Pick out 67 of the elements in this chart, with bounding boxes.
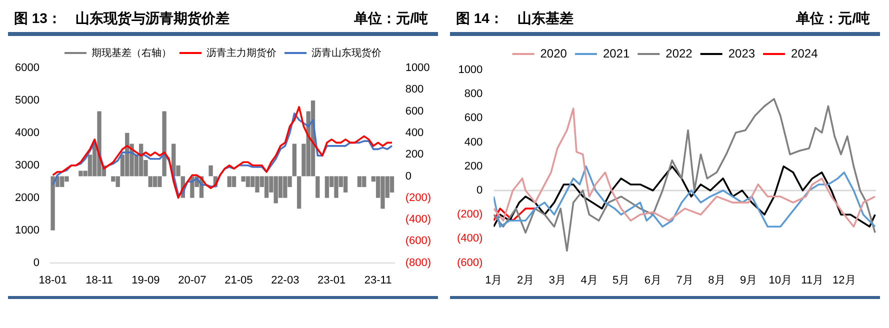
y-tick-label: 5000 (14, 94, 40, 106)
x-tick-label: 23-11 (364, 274, 392, 286)
y2-tick-label: 1000 (405, 62, 430, 74)
legend-label: 2024 (791, 46, 818, 60)
x-tick-label: 12月 (832, 274, 856, 286)
y2-tick-label: (600) (405, 235, 432, 248)
y2-tick-label: (200) (405, 192, 432, 204)
y-tick-label: 1000 (14, 224, 40, 236)
x-tick-label: 18-11 (86, 274, 113, 286)
bar (324, 176, 330, 198)
bar (316, 176, 320, 198)
y-tick-label: 4000 (14, 126, 40, 139)
x-tick-label: 18-01 (38, 274, 67, 286)
legend-label: 2021 (602, 46, 630, 60)
bar (343, 176, 348, 192)
chart-title: 图 13： 山东现货与沥青期货价差 (14, 10, 230, 28)
bar (292, 144, 297, 176)
text: 单位：元/吨 (354, 10, 428, 28)
y-tick-label: 400 (464, 136, 483, 148)
y2-tick-label: 800 (405, 84, 424, 96)
y-tick-label: 800 (464, 88, 483, 100)
bar (357, 176, 362, 188)
bar (162, 111, 166, 176)
x-tick-label: 21-05 (224, 274, 253, 286)
bar (232, 176, 236, 188)
y-tick-label: 0 (33, 256, 40, 269)
x-tick-label: 7月 (676, 274, 694, 286)
y2-tick-label: 400 (405, 126, 424, 139)
x-tick-label: 6月 (644, 274, 662, 286)
x-tick-label: 10月 (768, 274, 792, 286)
y-tick-label: 3000 (14, 159, 40, 172)
y-tick-label: 600 (464, 112, 483, 124)
y2-tick-label: 600 (405, 105, 424, 118)
legend-label: 沥青主力期货价 (206, 46, 276, 59)
y-tick-label: 2000 (14, 192, 40, 204)
legend-label: 2020 (540, 46, 568, 60)
x-tick-label: 1月 (485, 274, 502, 286)
y-tick-label: (200) (456, 208, 483, 221)
y2-tick-label: (400) (405, 214, 432, 226)
y2-tick-label: 200 (405, 148, 424, 161)
y2-tick-label: (800) (405, 256, 432, 269)
y-tick-label: 1000 (458, 64, 483, 76)
text: 单位：元/吨 (796, 10, 870, 28)
x-tick-label: 4月 (580, 274, 598, 286)
x-tick-label: 20-07 (178, 274, 206, 286)
y2-tick-label: 0 (405, 170, 412, 182)
x-tick-label: 23-01 (318, 274, 346, 286)
legend-label: 2022 (666, 46, 693, 60)
bar (208, 165, 213, 176)
bar (296, 176, 302, 209)
legend-label: 2023 (728, 46, 756, 60)
x-tick-label: 22-03 (271, 274, 300, 286)
x-tick-label: 5月 (612, 274, 630, 286)
x-tick-label: 2月 (516, 274, 534, 286)
x-tick-label: 11月 (801, 274, 824, 286)
y-tick-label: 200 (464, 160, 483, 172)
legend-label: 期现基差（右轴） (92, 46, 172, 59)
x-tick-label: 9月 (740, 274, 758, 286)
legend-label: 沥青山东现货价 (312, 46, 382, 59)
x-tick-label: 3月 (548, 274, 566, 286)
y-tick-label: (400) (456, 232, 483, 245)
x-tick-label: 19-09 (132, 274, 160, 286)
x-tick-label: 8月 (708, 274, 726, 286)
chart-title: 图 14： 山东基差 (456, 10, 574, 28)
y-tick-label: 0 (476, 184, 483, 197)
y-tick-label: (600) (456, 256, 483, 269)
y-tick-label: 6000 (14, 62, 40, 74)
